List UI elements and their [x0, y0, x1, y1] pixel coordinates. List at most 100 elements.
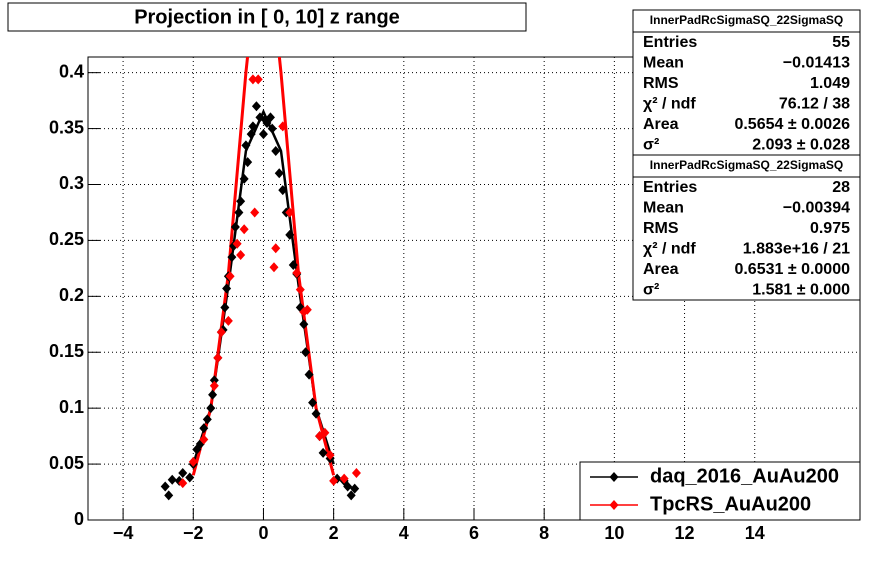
- stats-value: 55: [832, 34, 850, 51]
- data-point: [250, 207, 260, 218]
- y-tick-label: 0.2: [59, 285, 84, 305]
- stats-value: 1.049: [810, 75, 850, 92]
- data-point: [269, 262, 279, 273]
- data-point: [230, 221, 240, 232]
- data-point: [267, 123, 277, 134]
- y-tick-label: 0.05: [49, 453, 84, 473]
- legend-marker: [609, 500, 619, 510]
- y-tick-label: 0.35: [49, 117, 84, 137]
- x-tick-label: 6: [469, 523, 479, 543]
- data-point: [216, 327, 226, 338]
- stats-boxes: InnerPadRcSigmaSQ_22SigmaSQ Entries 55 Mean…: [632, 9, 861, 301]
- data-point: [209, 380, 219, 391]
- data-point: [243, 157, 253, 168]
- stats-label: χ² / ndf: [643, 241, 696, 258]
- data-point: [351, 468, 361, 479]
- data-point: [206, 403, 216, 414]
- y-tick-label: 0.15: [49, 341, 84, 361]
- stats-box: [632, 9, 861, 156]
- data-point: [246, 129, 256, 140]
- data-point: [234, 207, 244, 218]
- legend-label: TpcRS_AuAu200: [650, 493, 811, 515]
- stats-value: 0.6531 ± 0.0000: [734, 261, 850, 278]
- fit-curve: [191, 57, 336, 476]
- data-point: [271, 145, 281, 156]
- data-point: [239, 224, 249, 235]
- data-point: [253, 74, 263, 85]
- legend: daq_2016_AuAu200 TpcRS_AuAu200: [579, 461, 861, 521]
- legend-label: daq_2016_AuAu200: [650, 465, 839, 487]
- x-tick-label: 8: [539, 523, 549, 543]
- stats-label: Mean: [643, 55, 684, 72]
- data-point: [222, 283, 232, 294]
- legend-marker: [609, 472, 619, 482]
- data-point: [241, 140, 251, 151]
- data-point: [308, 397, 318, 408]
- stats-value: 1.883e+16 / 21: [743, 241, 850, 258]
- data-point: [292, 267, 302, 278]
- data-point: [265, 112, 275, 123]
- stats-label: σ²: [643, 137, 659, 154]
- data-point: [160, 481, 170, 492]
- stats-label: Entries: [643, 179, 697, 196]
- stats-value: 0.5654 ± 0.0026: [734, 116, 850, 133]
- data-point: [220, 302, 230, 313]
- stats-label: RMS: [643, 220, 679, 237]
- data-point: [225, 271, 235, 282]
- data-point: [185, 472, 195, 483]
- stats-value: 0.975: [810, 220, 850, 237]
- stats-label: Mean: [643, 200, 684, 217]
- data-points: [160, 74, 361, 501]
- data-point: [199, 434, 209, 445]
- data-point: [304, 369, 314, 380]
- data-point: [227, 252, 237, 263]
- stats-label: σ²: [643, 282, 659, 299]
- data-point: [213, 352, 223, 363]
- x-tick-label: 2: [329, 523, 339, 543]
- data-point: [164, 490, 174, 501]
- chart-title: Projection in [ 0, 10] z range: [134, 6, 400, 28]
- y-tick-label: 0.4: [59, 61, 84, 81]
- data-point: [288, 260, 298, 271]
- x-tick-label: 14: [745, 523, 765, 543]
- data-point: [248, 74, 258, 85]
- data-point: [278, 185, 288, 196]
- data-point: [236, 249, 246, 260]
- x-tick-label: −4: [113, 523, 134, 543]
- data-point: [346, 490, 356, 501]
- data-point: [339, 473, 349, 484]
- x-tick-label: 0: [258, 523, 268, 543]
- y-tick-label: 0.25: [49, 229, 84, 249]
- stats-label: Area: [643, 116, 679, 133]
- data-point: [178, 468, 188, 479]
- data-point: [271, 243, 281, 254]
- data-point: [285, 207, 295, 218]
- data-point: [274, 168, 284, 179]
- data-point: [302, 304, 312, 315]
- data-point: [251, 101, 261, 112]
- data-point: [299, 319, 309, 330]
- data-point: [209, 375, 219, 386]
- stats-box: [632, 154, 861, 301]
- data-point: [350, 483, 360, 494]
- stats-title: InnerPadRcSigmaSQ_22SigmaSQ: [650, 158, 843, 172]
- data-point: [318, 447, 328, 458]
- data-point: [202, 414, 212, 425]
- data-point: [188, 456, 198, 467]
- legend-box: [579, 461, 861, 521]
- x-tick-label: 10: [604, 523, 624, 543]
- stats-label: χ² / ndf: [643, 96, 696, 113]
- data-point: [301, 347, 311, 358]
- data-point: [329, 475, 339, 486]
- data-point: [167, 474, 177, 485]
- grid: −4 −2 0 2 4 6 8 10 12 14 0 0.05 0.1 0.15 0.2 0.25 0.3 0.3…: [49, 57, 860, 543]
- stats-value: −0.00394: [783, 200, 850, 217]
- data-point: [248, 121, 258, 132]
- data-point: [258, 129, 268, 140]
- data-point: [285, 229, 295, 240]
- data-point: [208, 389, 218, 400]
- stats-value: 2.093 ± 0.028: [752, 137, 850, 154]
- data-point: [343, 481, 353, 492]
- title-box: [7, 2, 527, 32]
